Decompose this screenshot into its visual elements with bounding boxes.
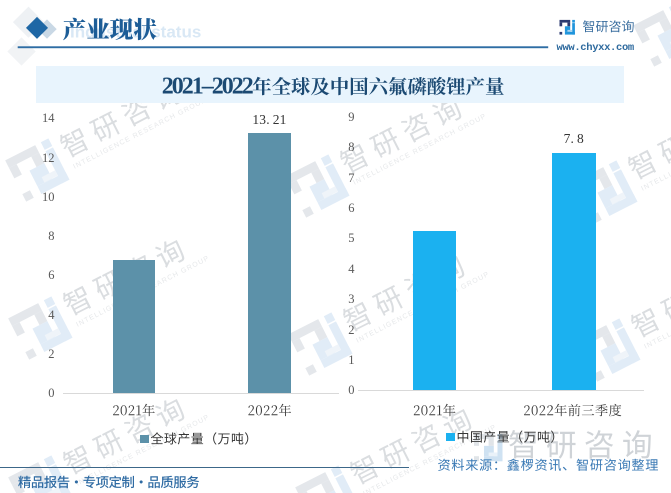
svg-text:2021–2022: 2021–2022	[162, 73, 253, 99]
svg-text:www.chyxx.com: www.chyxx.com	[557, 42, 634, 54]
